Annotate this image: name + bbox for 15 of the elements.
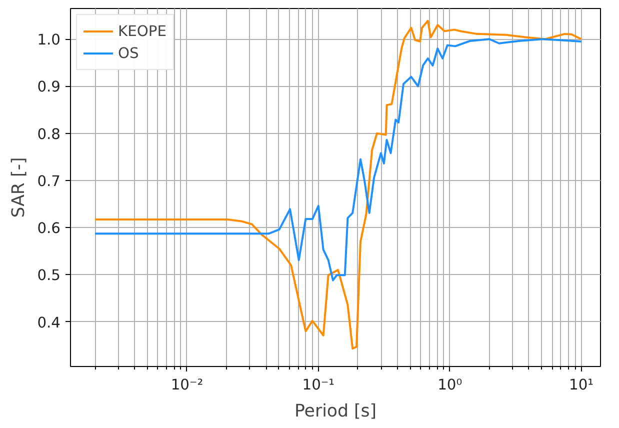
y-tick-label: 0.6 — [37, 220, 61, 238]
legend-label: OS — [118, 44, 139, 62]
legend-label: KEOPE — [118, 22, 167, 40]
y-axis-title: SAR [-] — [9, 157, 30, 218]
y-tick-label: 0.4 — [37, 314, 61, 332]
y-tick-label: 0.5 — [37, 267, 61, 284]
x-tick-label: 10⁻² — [170, 376, 204, 394]
y-tick-label: 1.0 — [37, 32, 61, 49]
y-tick-label: 0.7 — [37, 172, 61, 190]
x-tick-label: 10⁰ — [438, 376, 462, 394]
y-tick-label: 0.9 — [37, 78, 61, 96]
x-tick-label: 10¹ — [569, 376, 594, 394]
x-axis-title: Period [s] — [294, 402, 377, 422]
x-tick-label: 10⁻¹ — [302, 376, 335, 394]
y-tick-label: 0.8 — [37, 126, 61, 143]
